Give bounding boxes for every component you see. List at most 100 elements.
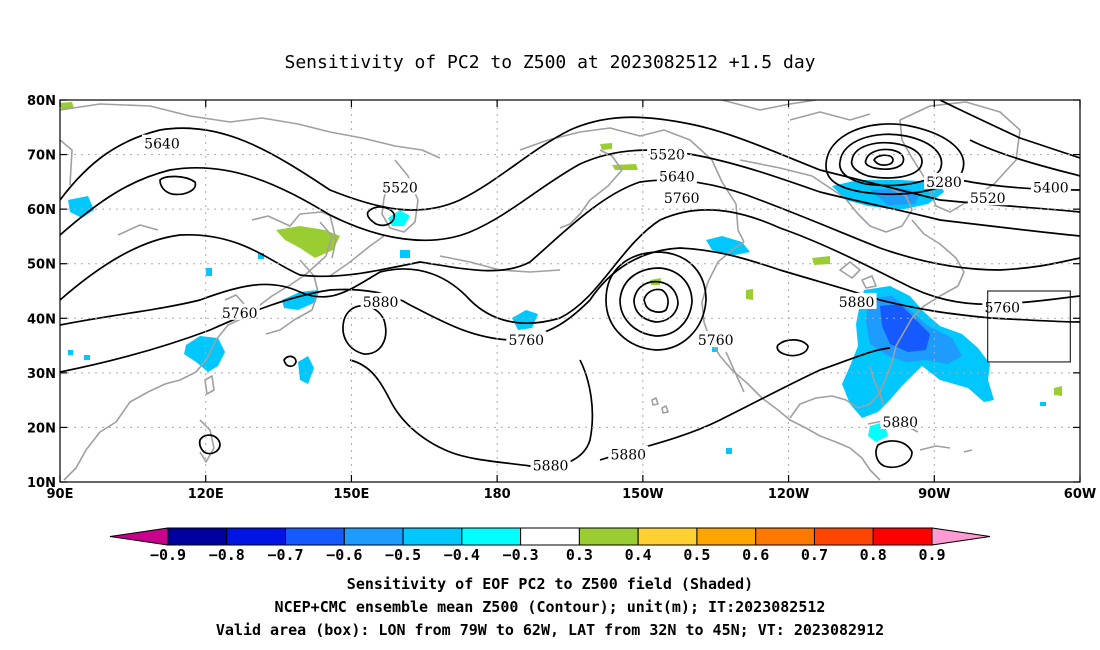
- contour-z500: [825, 123, 965, 196]
- contour-z500: [873, 154, 894, 167]
- coastline-canada-north: [721, 100, 871, 199]
- caption-line-3: Valid area (box): LON from 79W to 62W, L…: [216, 621, 884, 639]
- contour-label-bg: [1030, 178, 1071, 195]
- contour-label-text: 5520: [382, 180, 418, 196]
- contour-label-text: 5760: [508, 333, 544, 349]
- contour-z500: [599, 347, 891, 461]
- contour-label: 5760: [506, 331, 547, 349]
- contour-label: 5280: [924, 172, 964, 191]
- shade-cyan-okhotsk: [388, 210, 410, 226]
- figure-title: Sensitivity of PC2 to Z500 at 2023082512…: [284, 52, 815, 73]
- colorbar-label: 0.7: [801, 546, 828, 564]
- map-background: [60, 100, 1080, 482]
- contour-label: 5880: [880, 412, 921, 431]
- shade-cyan-pacific-south: [298, 356, 314, 384]
- coastline-kurils: [329, 235, 385, 277]
- contour-z500: [850, 141, 923, 179]
- colorbar-label: −0.8: [209, 546, 245, 564]
- shade-dark-east-coast: [880, 304, 930, 352]
- shade-green-atlantic: [1054, 386, 1062, 396]
- contour-z500: [283, 355, 297, 368]
- shade-cyan-gulf-alaska: [706, 236, 750, 256]
- coastline-philippines: [199, 419, 215, 463]
- x-tick-label: 120W: [768, 487, 809, 502]
- colorbar-high-triangle: [931, 527, 991, 546]
- contour-z500: [969, 139, 1080, 177]
- colorbar-bin: [872, 527, 933, 546]
- coastline-labrador: [911, 219, 965, 287]
- contour-z500: [198, 434, 221, 455]
- y-tick-label: 10N: [27, 476, 56, 491]
- contour-label-text: 5880: [610, 448, 646, 464]
- shade-green-japan-sea: [276, 226, 340, 258]
- contour-label: 5760: [661, 189, 702, 207]
- y-tick-label: 80N: [27, 94, 56, 109]
- shade-speck-4: [68, 350, 73, 355]
- contour-label-bg: [360, 292, 401, 309]
- contour-label-bg: [608, 445, 649, 462]
- colorbar-bin: [696, 527, 757, 546]
- contour-label: 5760: [695, 331, 736, 349]
- contour-label-bg: [661, 189, 702, 206]
- contour-label: 5880: [360, 292, 401, 311]
- contour-z500: [60, 209, 1080, 326]
- colorbar-bin: [343, 527, 404, 546]
- colorbar-bin: [167, 527, 228, 546]
- colorbar-low-triangle: [109, 527, 169, 546]
- shade-cyan-dateline: [512, 310, 538, 330]
- contour-labels: 5640 5520 5760 5880 5760 5520 5640 5760 5760 5880…: [142, 134, 1071, 475]
- coastline-na-west: [701, 241, 851, 449]
- colorbar-bin: [637, 527, 698, 546]
- contour-z500: [864, 148, 905, 171]
- colorbar-bin: [813, 527, 874, 546]
- colorbar-bin: [755, 527, 815, 546]
- x-tick-label: 60W: [1064, 487, 1096, 502]
- caption-line-1: Sensitivity of EOF PC2 to Z500 field (Sh…: [347, 575, 753, 593]
- contour-label-text: 5760: [222, 306, 258, 322]
- coastlines: [60, 100, 1021, 481]
- colorbar-label: 0.9: [918, 546, 945, 564]
- contour-label-bg: [982, 298, 1023, 315]
- contour-label-bg: [656, 167, 697, 184]
- contour-label: 5880: [608, 445, 649, 464]
- contour-z500: [633, 280, 679, 323]
- contour-label-text: 5520: [970, 191, 1006, 207]
- colorbar-label: −0.6: [326, 546, 362, 564]
- y-tick-label: 40N: [27, 312, 56, 327]
- contour-label: 5640: [656, 167, 697, 185]
- contour-label: 5400: [1030, 178, 1071, 196]
- colorbar-label: 0.3: [566, 546, 593, 564]
- contour-label-text: 5760: [984, 300, 1020, 316]
- contour-z500: [60, 116, 1080, 213]
- x-tick-label: 90W: [918, 487, 950, 502]
- contour-z500: [366, 206, 396, 227]
- shade-speck-1: [206, 268, 212, 276]
- contour-label-text: 5880: [882, 415, 918, 431]
- contour-label-bg: [647, 145, 688, 162]
- shade-speck-7: [726, 448, 732, 454]
- y-axis: 80N 70N 60N 50N 40N 30N 20N 10N: [27, 94, 1080, 491]
- colorbar-bin: [285, 527, 345, 546]
- colorbar-bin: [226, 527, 287, 546]
- contour-label-text: 5880: [533, 459, 569, 475]
- contour-z500: [838, 133, 943, 187]
- contour-label-bg: [530, 456, 571, 473]
- contour-z500: [60, 179, 1080, 301]
- contour-label: 5520: [380, 178, 420, 196]
- contour-z500: [605, 251, 707, 351]
- gridlines: [60, 100, 1080, 482]
- valid-area-box: [987, 290, 1071, 363]
- y-tick-label: 60N: [27, 203, 56, 218]
- contour-label: 5520: [647, 145, 688, 164]
- contour-label-text: 5880: [839, 295, 875, 311]
- caption-line-2: NCEP+CMC ensemble mean Z500 (Contour); u…: [275, 598, 826, 616]
- y-tick-label: 30N: [27, 367, 56, 382]
- y-tick-label: 70N: [27, 149, 56, 164]
- shade-green-alaska: [612, 164, 638, 170]
- contour-label: 5760: [982, 298, 1023, 316]
- shade-green-bering: [600, 143, 612, 150]
- coastline-caribbean: [919, 445, 973, 453]
- contour-label-text: 5640: [144, 137, 180, 153]
- contour-label-text: 5640: [659, 169, 695, 185]
